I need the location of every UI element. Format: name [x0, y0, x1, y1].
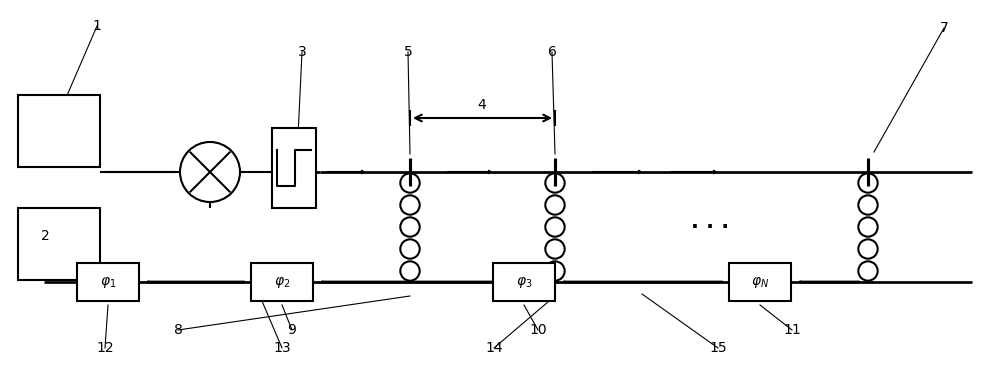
Text: · · ·: · · · [691, 217, 729, 237]
Circle shape [400, 261, 420, 281]
Bar [18, 95, 100, 167]
Text: $\varphi_1$: $\varphi_1$ [100, 275, 116, 289]
Text: 4: 4 [478, 98, 486, 112]
Text: 8: 8 [174, 323, 182, 337]
Circle shape [400, 217, 420, 237]
Text: 3: 3 [298, 45, 306, 59]
Text: 2: 2 [41, 229, 49, 243]
Bar [729, 263, 791, 301]
Text: 6: 6 [548, 45, 556, 59]
Circle shape [858, 195, 878, 215]
Text: 12: 12 [96, 341, 114, 355]
Circle shape [545, 239, 565, 259]
Bar [18, 208, 100, 280]
Circle shape [545, 217, 565, 237]
Circle shape [858, 217, 878, 237]
Circle shape [858, 173, 878, 193]
Text: $\varphi_3$: $\varphi_3$ [516, 275, 532, 289]
Text: 10: 10 [529, 323, 547, 337]
Circle shape [858, 239, 878, 259]
Text: $\varphi_2$: $\varphi_2$ [274, 275, 290, 289]
Text: 15: 15 [709, 341, 727, 355]
Bar [272, 128, 316, 208]
Circle shape [545, 261, 565, 281]
Bar [77, 263, 139, 301]
Text: 11: 11 [783, 323, 801, 337]
Text: 13: 13 [273, 341, 291, 355]
Circle shape [400, 195, 420, 215]
Text: 9: 9 [288, 323, 296, 337]
Bar [493, 263, 555, 301]
Text: 1: 1 [93, 19, 101, 33]
Circle shape [858, 261, 878, 281]
Circle shape [180, 142, 240, 202]
Bar [251, 263, 313, 301]
Circle shape [545, 173, 565, 193]
Circle shape [400, 173, 420, 193]
Text: 7: 7 [940, 21, 948, 35]
Circle shape [400, 239, 420, 259]
Text: 14: 14 [485, 341, 503, 355]
Text: 5: 5 [404, 45, 412, 59]
Text: $\varphi_N$: $\varphi_N$ [751, 275, 769, 289]
Circle shape [545, 195, 565, 215]
